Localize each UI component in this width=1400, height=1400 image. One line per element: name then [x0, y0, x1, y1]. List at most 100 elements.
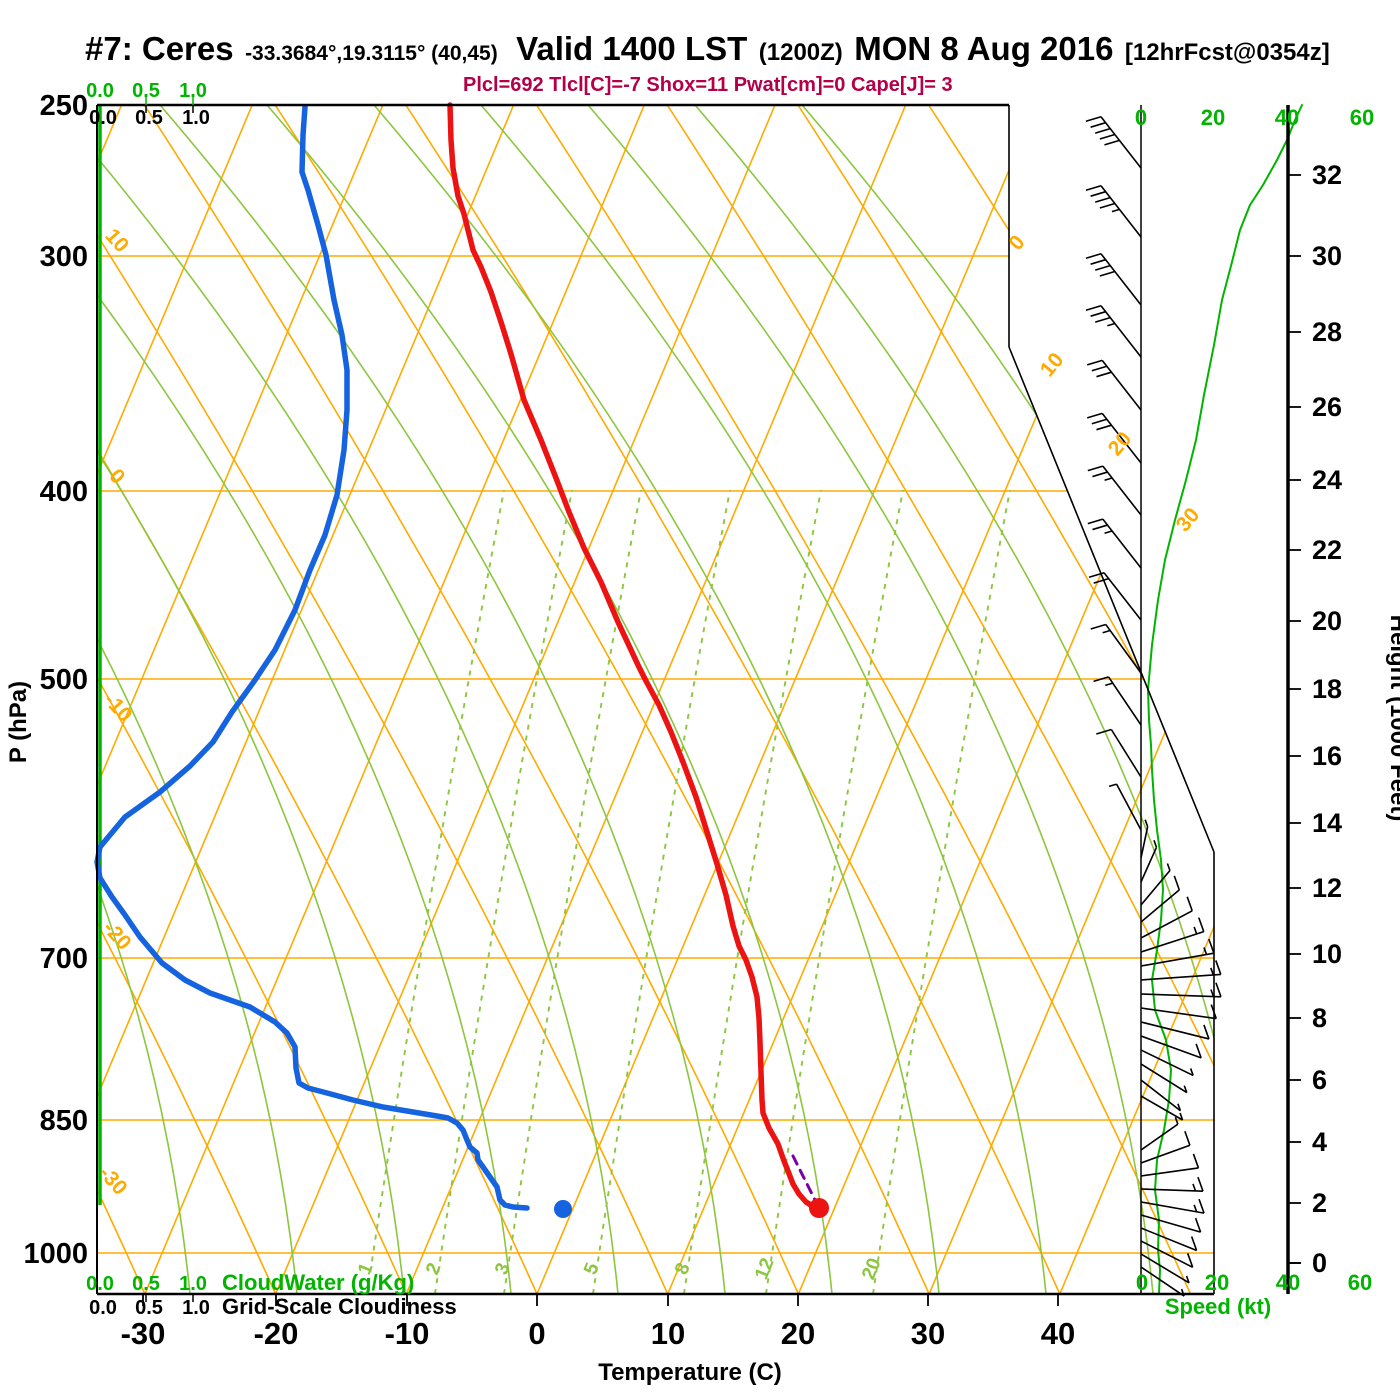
pressure-tick-labels: 250 300 400 500 700 850 1000 P (hPa)	[5, 90, 88, 1270]
svg-text:0: 0	[528, 1316, 545, 1351]
svg-text:12: 12	[1312, 873, 1342, 903]
svg-text:1.0: 1.0	[182, 1297, 210, 1319]
svg-text:32: 32	[1312, 160, 1342, 190]
svg-text:0: 0	[1136, 1270, 1148, 1295]
valid-date: MON 8 Aug 2016	[854, 30, 1114, 67]
svg-text:700: 700	[40, 943, 88, 975]
svg-text:20: 20	[1104, 427, 1137, 460]
svg-text:30: 30	[1312, 241, 1342, 271]
svg-text:-10: -10	[99, 689, 136, 727]
svg-text:0.0: 0.0	[89, 1297, 117, 1319]
svg-text:-10: -10	[385, 1316, 430, 1351]
svg-text:Height (1000 Feet): Height (1000 Feet)	[1385, 615, 1400, 822]
svg-text:0.0: 0.0	[86, 1273, 114, 1295]
wind-speed-profile	[1147, 104, 1303, 1295]
svg-text:0: 0	[1312, 1248, 1327, 1278]
svg-text:CloudWater (g/Kg): CloudWater (g/Kg)	[222, 1270, 414, 1295]
svg-text:0.0: 0.0	[86, 80, 114, 102]
svg-text:40: 40	[1041, 1316, 1075, 1351]
svg-text:28: 28	[1312, 317, 1342, 347]
svg-text:5: 5	[580, 1260, 604, 1278]
svg-text:10: 10	[1036, 348, 1069, 381]
moist-adiabat-lines	[97, 105, 1214, 1294]
svg-text:850: 850	[40, 1105, 88, 1137]
svg-text:60: 60	[1348, 1270, 1372, 1295]
svg-text:20: 20	[1205, 1270, 1229, 1295]
wind-barbs	[1085, 116, 1222, 1297]
tick-marks	[142, 97, 1301, 1306]
svg-text:Grid-Scale Cloudiness: Grid-Scale Cloudiness	[222, 1294, 457, 1319]
isotherm-lines	[97, 105, 1214, 1294]
svg-text:10: 10	[651, 1316, 685, 1351]
svg-text:Speed (kt): Speed (kt)	[1165, 1294, 1271, 1319]
svg-text:250: 250	[40, 90, 88, 122]
svg-text:P (hPa): P (hPa)	[5, 681, 32, 763]
svg-text:10: 10	[1312, 939, 1342, 969]
svg-text:1.0: 1.0	[182, 107, 210, 129]
svg-text:20: 20	[1312, 606, 1342, 636]
svg-text:12: 12	[751, 1255, 778, 1282]
svg-text:6: 6	[1312, 1065, 1327, 1095]
valid-time: Valid 1400 LST	[516, 30, 748, 67]
svg-text:40: 40	[1275, 105, 1299, 130]
cloudwater-scale-labels: 0.00.00.00.00.50.50.50.51.01.01.01.0Clou…	[86, 80, 457, 1319]
wind-barb-group-low	[1140, 1116, 1205, 1297]
svg-text:0: 0	[1135, 105, 1147, 130]
dewpoint-trace	[94, 104, 530, 1211]
wind-barb-group-upper	[1085, 116, 1142, 831]
svg-text:300: 300	[40, 241, 88, 273]
svg-text:20: 20	[1201, 105, 1225, 130]
isobar-lines	[97, 255, 1214, 1254]
svg-text:20: 20	[858, 1255, 885, 1282]
station-title: #7: Ceres	[85, 30, 234, 67]
svg-text:1.0: 1.0	[179, 80, 207, 102]
svg-text:20: 20	[781, 1316, 815, 1351]
svg-text:18: 18	[1312, 674, 1342, 704]
svg-text:2: 2	[422, 1260, 445, 1278]
svg-text:-20: -20	[254, 1316, 299, 1351]
svg-text:22: 22	[1312, 535, 1342, 565]
svg-text:26: 26	[1312, 392, 1342, 422]
station-coords: -33.3684°,19.3115° (40,45)	[245, 42, 498, 65]
svg-text:0.5: 0.5	[135, 107, 163, 129]
chart-title: #7: Ceres -33.3684°,19.3115° (40,45) Val…	[85, 30, 1330, 68]
svg-text:16: 16	[1312, 741, 1342, 771]
surface-temp-dot	[809, 1198, 829, 1218]
svg-text:14: 14	[1312, 808, 1342, 838]
mixing-ratio-labels: 1 2 3 5 8 12 20	[354, 1255, 885, 1282]
profiles	[94, 102, 1303, 1295]
svg-text:0.0: 0.0	[89, 107, 117, 129]
svg-text:8: 8	[671, 1260, 694, 1278]
svg-text:1.0: 1.0	[179, 1273, 207, 1295]
zulu-time: (1200Z)	[758, 39, 843, 66]
svg-text:3: 3	[491, 1260, 514, 1278]
svg-text:4: 4	[1312, 1127, 1327, 1157]
surface-dewpoint-dot	[554, 1200, 572, 1218]
svg-text:0.5: 0.5	[132, 1273, 160, 1295]
wind-barb-group-mid-fan	[1140, 819, 1222, 1121]
svg-text:400: 400	[40, 476, 88, 508]
sounding-indices: Plcl=692 Tlcl[C]=-7 Shox=11 Pwat[cm]=0 C…	[463, 74, 953, 96]
svg-text:24: 24	[1312, 465, 1342, 495]
forecast-tag: [12hrFcst@0354z]	[1124, 39, 1330, 66]
plot-borders	[96, 103, 1290, 1296]
svg-text:30: 30	[911, 1316, 945, 1351]
temperature-trace	[447, 102, 822, 1211]
mixing-ratio-lines	[366, 489, 1011, 1294]
svg-text:0.5: 0.5	[132, 80, 160, 102]
svg-text:Temperature (C): Temperature (C)	[598, 1359, 782, 1386]
svg-text:1000: 1000	[23, 1238, 88, 1270]
svg-text:8: 8	[1312, 1003, 1327, 1033]
svg-text:500: 500	[40, 664, 88, 696]
svg-text:10: 10	[100, 224, 133, 257]
svg-text:60: 60	[1350, 105, 1374, 130]
skewt-grid	[97, 105, 1214, 1294]
svg-text:40: 40	[1276, 1270, 1300, 1295]
svg-text:-30: -30	[121, 1316, 166, 1351]
temperature-tick-labels: -30 -20 -10 0 10 20 30 40 Temperature (C)	[121, 1316, 1076, 1386]
